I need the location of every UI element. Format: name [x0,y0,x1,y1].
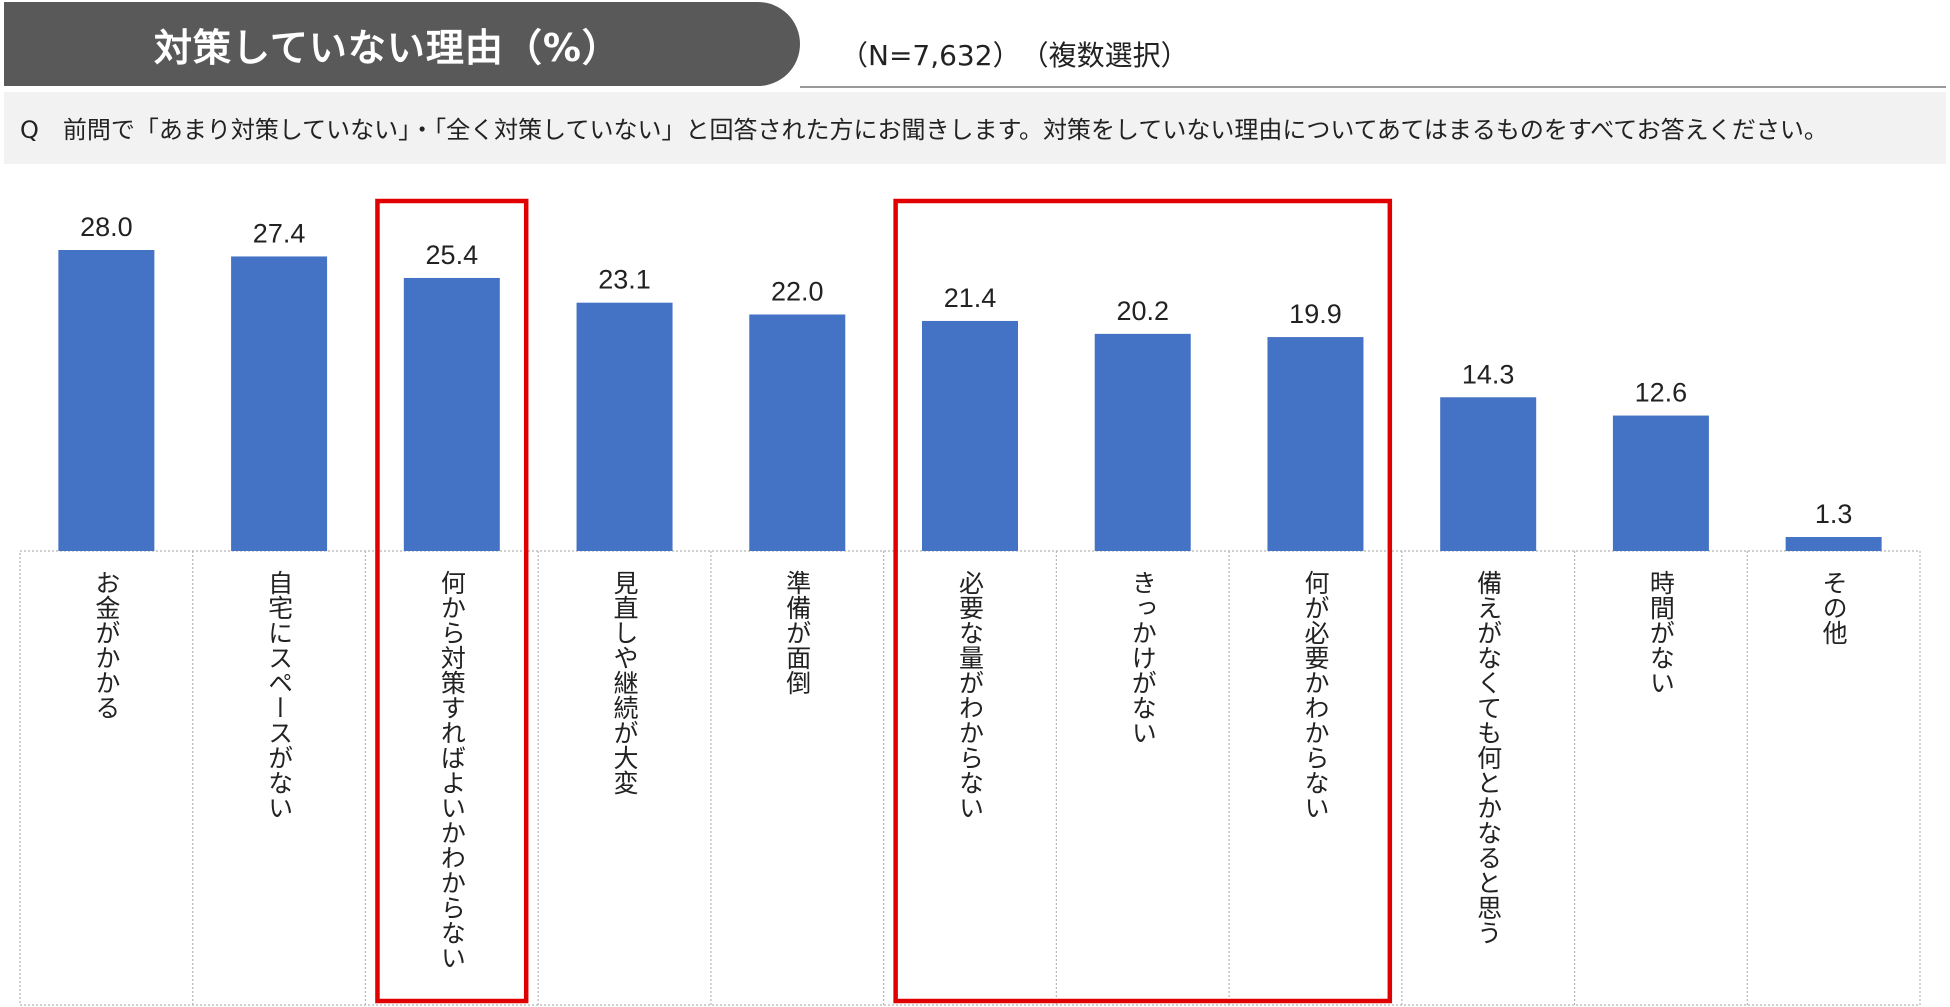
bar-10 [1612,415,1709,551]
category-label: 何から対策すればよいかわからない [437,570,466,970]
category-label: きっかけがない [1128,570,1157,745]
selection-note: （複数選択） [1034,39,1189,72]
bar-3 [403,277,500,551]
category-label: 必要な量がわからない [956,570,985,820]
bar-value-label: 1.3 [1815,499,1853,529]
bar-7 [1094,333,1191,551]
highlight-box-2 [893,198,1393,1004]
bar-value-label: 20.2 [1116,296,1169,326]
survey-meta: （N=7,632） （複数選択） [840,34,1203,74]
bar-value-label: 12.6 [1635,378,1688,408]
title-banner: 対策していない理由（%） [4,2,800,86]
bar-value-label: 25.4 [426,240,479,270]
category-label: 見直しや継続が大変 [610,570,639,795]
bar-value-label: 14.3 [1462,359,1515,389]
question-box: Q 前問で「あまり対策していない」・「全く対策していない」と回答された方にお聞き… [4,92,1946,164]
category-label: 準備が面倒 [783,570,812,695]
bar-1 [58,250,155,551]
category-label: お金がかかる [92,570,121,720]
bar-9 [1440,397,1537,551]
highlight-box-1 [375,198,529,1004]
header-divider [800,86,1946,88]
bar-value-label: 28.0 [80,212,133,242]
bar-value-label: 23.1 [598,265,651,295]
bar-5 [749,314,846,551]
category-label: その他 [1819,570,1848,645]
category-label: 時間がない [1646,570,1675,695]
sample-size: （N=7,632） [840,39,1021,72]
question-text: Q 前問で「あまり対策していない」・「全く対策していない」と回答された方にお聞き… [20,116,1828,144]
bar-value-label: 22.0 [771,277,824,307]
bar-8 [1267,337,1364,551]
category-label: 自宅にスペースがない [265,570,294,820]
page-title: 対策していない理由（%） [154,25,621,70]
bar-value-label: 27.4 [253,218,306,248]
bar-6 [922,320,1018,551]
bar-4 [576,302,673,551]
category-label: 何が必要かわからない [1301,570,1330,820]
bar-11 [1785,537,1882,551]
bar-2 [231,256,328,551]
bar-value-label: 19.9 [1289,299,1342,329]
category-label: 備えがなくても何とかなると思う [1474,570,1503,945]
bar-value-label: 21.4 [944,283,997,313]
